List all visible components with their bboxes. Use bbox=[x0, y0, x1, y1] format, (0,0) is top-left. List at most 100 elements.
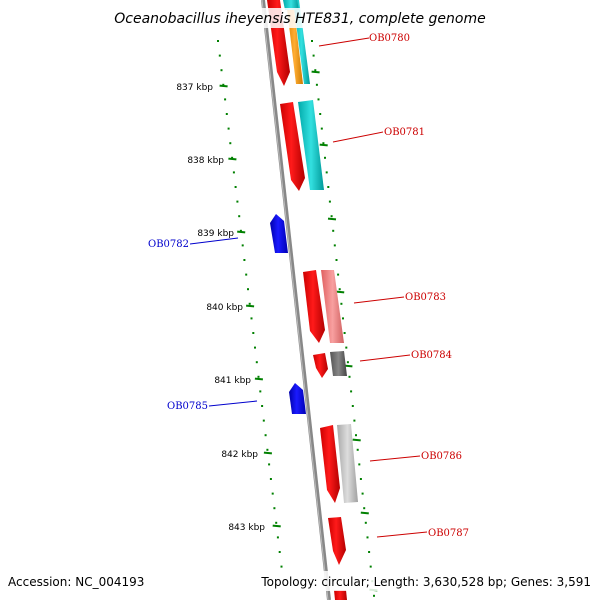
ruler-dot bbox=[257, 375, 260, 378]
gene-top-cyan-sliver bbox=[283, 0, 299, 10]
ruler-dot bbox=[222, 83, 225, 86]
ruler-major-tick-outer bbox=[311, 70, 320, 74]
ruler-label-843: 843 kbp bbox=[228, 523, 265, 533]
gene-label-ob0783[interactable]: OB0783 bbox=[405, 292, 446, 303]
ruler-label-837: 837 kbp bbox=[176, 83, 213, 93]
ruler-dot bbox=[264, 434, 267, 437]
ruler-dot-outer bbox=[364, 521, 367, 524]
ruler-dot bbox=[229, 142, 232, 145]
ruler-dot-outer bbox=[346, 361, 349, 364]
ruler-dot-outer bbox=[359, 478, 362, 480]
ruler-dot-outer bbox=[317, 98, 320, 101]
ruler-dot bbox=[239, 229, 242, 232]
ruler-dot-outer bbox=[333, 244, 336, 247]
ruler-track bbox=[217, 40, 378, 597]
ruler-dot bbox=[241, 244, 244, 247]
ruler-dot bbox=[234, 186, 237, 188]
gene-ob0781-arrow[interactable] bbox=[280, 102, 305, 191]
ruler-dot-outer bbox=[311, 40, 313, 42]
ruler-dot-outer bbox=[312, 54, 315, 57]
gene-label-ob0785[interactable]: OB0785 bbox=[167, 401, 208, 412]
gene-features bbox=[267, 0, 358, 600]
ruler-major-tick bbox=[246, 304, 255, 308]
ruler-major-tick-outer bbox=[327, 217, 337, 221]
ruler-dot bbox=[224, 98, 227, 101]
gene-ob0786-arrow[interactable] bbox=[320, 425, 340, 503]
ruler-major-tick bbox=[228, 157, 237, 161]
ruler-dot bbox=[276, 536, 279, 539]
gene-ob0784-gray-block bbox=[330, 351, 347, 376]
leader-ob0780 bbox=[318, 37, 370, 47]
ruler-label-840: 840 kbp bbox=[206, 303, 243, 313]
leader-ob0787 bbox=[376, 531, 428, 538]
ruler-label-842: 842 kbp bbox=[221, 450, 258, 460]
ruler-dot-outer bbox=[366, 536, 369, 539]
ruler-dot bbox=[271, 492, 274, 495]
ruler-dot bbox=[232, 171, 235, 174]
genome-backbone-highlight bbox=[261, 0, 329, 600]
ruler-label-838: 838 kbp bbox=[187, 156, 224, 166]
leader-ob0786 bbox=[369, 455, 421, 462]
leader-ob0785 bbox=[208, 400, 258, 407]
title-backdrop bbox=[118, 8, 482, 28]
ruler-dot bbox=[220, 69, 223, 72]
ruler-dot bbox=[238, 215, 241, 218]
gene-label-ob0781[interactable]: OB0781 bbox=[384, 127, 425, 138]
ruler-dot-outer bbox=[350, 390, 353, 393]
gene-ob0783-salmon-block bbox=[321, 270, 344, 343]
ruler-dot bbox=[250, 317, 253, 320]
gene-ob0784-arrow[interactable] bbox=[313, 353, 328, 378]
gene-leader-lines bbox=[189, 37, 428, 538]
ruler-major-tick bbox=[237, 230, 246, 234]
accession-text: Accession: NC_004193 bbox=[8, 575, 144, 589]
ruler-dot-outer bbox=[325, 171, 328, 174]
gene-label-ob0782[interactable]: OB0782 bbox=[148, 239, 189, 250]
ruler-dot bbox=[227, 127, 230, 130]
ruler-dot-outer bbox=[337, 273, 340, 276]
ruler-major-tick-outer bbox=[360, 511, 369, 515]
ruler-dot-outer bbox=[356, 448, 359, 451]
ruler-dot-outer bbox=[358, 463, 361, 466]
ruler-dot-outer bbox=[369, 565, 372, 568]
ruler-label-841: 841 kbp bbox=[214, 376, 251, 386]
ruler-dot bbox=[278, 551, 281, 553]
ruler-major-tick bbox=[272, 524, 281, 528]
gene-ob0785-arrow[interactable] bbox=[289, 383, 306, 414]
ruler-major-tick-outer bbox=[336, 290, 345, 294]
gene-ob0787-arrow[interactable] bbox=[328, 517, 346, 565]
ruler-major-tick bbox=[254, 377, 263, 381]
ruler-dot bbox=[252, 332, 255, 334]
leader-ob0782 bbox=[189, 237, 239, 245]
gene-label-ob0787[interactable]: OB0787 bbox=[428, 528, 469, 539]
ruler-dot bbox=[273, 507, 276, 510]
ruler-dot bbox=[275, 521, 278, 524]
ruler-dot bbox=[254, 346, 256, 349]
gene-ob0781-cyan-block bbox=[298, 100, 324, 190]
ruler-dot bbox=[218, 54, 221, 57]
gene-label-ob0784[interactable]: OB0784 bbox=[411, 350, 452, 361]
ruler-dot bbox=[231, 156, 234, 159]
map-title: Oceanobacillus iheyensis HTE831, complet… bbox=[114, 11, 485, 27]
ruler-major-tick bbox=[263, 451, 272, 455]
ruler-dot-outer bbox=[335, 259, 338, 261]
ruler-dot-outer bbox=[340, 302, 343, 305]
ruler-major-tick-outer bbox=[352, 438, 361, 442]
ruler-dot bbox=[248, 302, 251, 305]
ruler-dot bbox=[245, 273, 248, 276]
ruler-dot-outer bbox=[332, 229, 335, 232]
ruler-dot-outer bbox=[345, 346, 348, 349]
ruler-dot-outer bbox=[315, 83, 318, 86]
ruler-dot bbox=[269, 478, 272, 480]
ruler-dot-outer bbox=[328, 200, 331, 203]
leader-ob0781 bbox=[332, 131, 384, 143]
gene-label-ob0786[interactable]: OB0786 bbox=[421, 451, 462, 462]
gene-labels: OB0780 OB0781 OB0782 OB0783 OB0784 OB078… bbox=[148, 33, 469, 539]
gene-label-ob0780[interactable]: OB0780 bbox=[369, 33, 410, 44]
ruler-dot bbox=[261, 405, 264, 407]
ruler-dot bbox=[280, 565, 283, 568]
ruler-dot bbox=[259, 390, 262, 393]
gene-ob0783-arrow[interactable] bbox=[303, 270, 325, 343]
ruler-dot bbox=[217, 40, 219, 42]
gene-ob0782-arrow[interactable] bbox=[270, 214, 288, 253]
